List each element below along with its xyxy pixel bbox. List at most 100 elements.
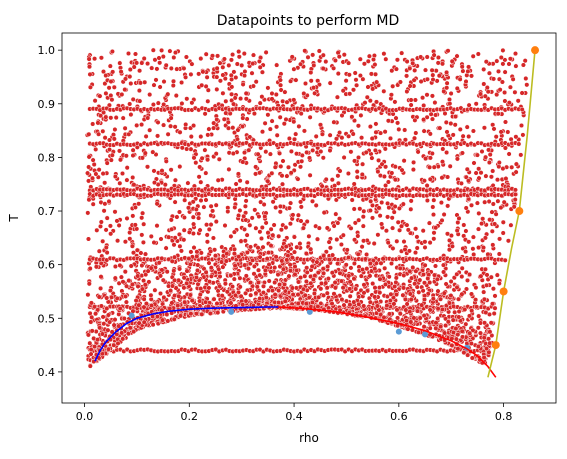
red-point [501,199,507,205]
red-point [96,294,102,300]
red-point [454,284,460,290]
red-point [314,259,320,265]
red-point [184,96,190,102]
red-point [215,53,221,59]
red-point [407,65,413,71]
red-point [295,212,301,218]
red-point [248,292,254,298]
red-point [491,76,497,82]
red-point [116,148,123,154]
red-point [240,302,246,308]
red-point [99,331,105,337]
red-point [196,174,202,180]
red-point [420,95,426,101]
red-point [325,276,331,282]
red-point [158,236,164,242]
red-point [124,283,130,289]
red-point [200,69,206,75]
red-point [207,310,213,316]
red-point [490,201,496,207]
red-point [124,215,130,221]
red-point [376,205,382,211]
red-point [382,146,388,152]
red-point [473,285,479,291]
red-point [463,249,469,255]
red-point [241,226,248,232]
red-point [160,277,166,283]
red-point [466,64,472,70]
red-point [191,245,197,251]
red-point [299,158,305,164]
red-point [123,299,129,305]
red-point [164,311,170,317]
red-point [291,136,298,142]
red-point [108,157,114,163]
red-point [343,298,350,304]
red-point [418,54,424,60]
red-point [139,155,145,161]
red-point [400,292,406,298]
red-point [475,343,481,350]
red-point [304,149,310,155]
red-point [360,76,366,82]
red-point [244,179,250,185]
red-point [307,114,313,120]
red-point [420,288,426,294]
red-point [141,304,147,310]
red-point [168,217,174,223]
red-point [151,180,158,186]
red-point [446,237,453,243]
red-point [108,92,114,99]
red-point [331,223,337,229]
red-point [195,262,201,268]
red-point [466,239,472,245]
red-point [396,205,402,211]
red-point [404,222,410,228]
red-point [344,247,350,253]
red-point [454,228,460,234]
red-point [237,178,243,184]
red-point [172,50,179,56]
red-point [135,283,141,289]
red-point [122,269,128,275]
red-point [296,123,302,129]
red-point [174,214,180,220]
red-point [444,149,450,156]
red-point [249,215,255,221]
red-point [520,132,526,138]
red-point [222,281,228,287]
red-point [133,298,139,304]
red-point [130,96,136,102]
red-point [383,164,389,170]
red-point [431,272,438,278]
red-point [502,57,508,63]
red-point [414,245,420,251]
red-point [236,212,242,219]
red-point [446,96,453,103]
red-point [393,115,399,121]
red-point [430,204,436,210]
red-point [356,217,362,223]
red-point [370,56,377,63]
red-point [298,218,304,224]
red-point [188,249,194,255]
red-point [345,170,351,177]
red-point [235,289,242,295]
red-point [355,251,361,257]
red-point [157,84,163,90]
red-point [262,267,268,273]
red-point [460,68,466,74]
red-point [119,91,125,98]
red-point [251,271,257,277]
red-point [410,264,416,271]
red-point [430,296,436,302]
red-point [106,137,113,143]
red-point [401,272,407,278]
red-point [214,86,220,92]
red-point [308,69,314,76]
red-point [255,267,262,273]
red-point [177,243,183,249]
red-point [315,270,321,276]
red-point [413,226,419,232]
red-point [181,214,187,221]
